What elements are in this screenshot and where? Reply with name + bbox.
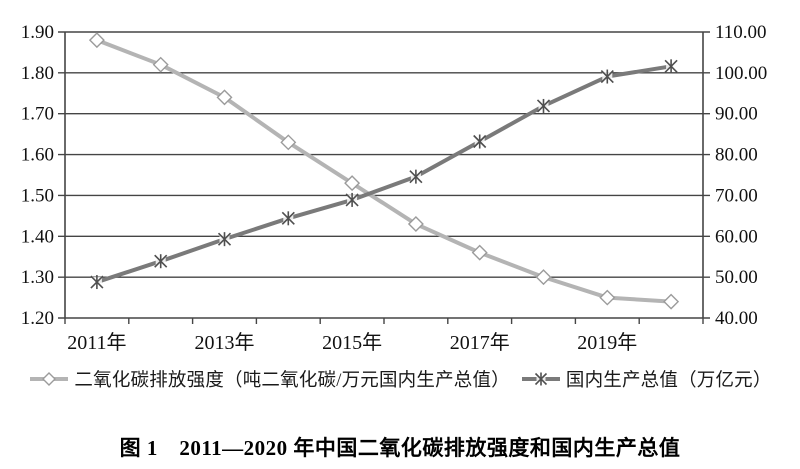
data-point-diamond [216, 89, 233, 106]
left-axis-label: 1.30 [21, 267, 54, 288]
data-point-diamond [407, 216, 424, 233]
figure-caption: 图 1 2011—2020 年中国二氧化碳排放强度和国内生产总值 [119, 436, 681, 460]
x-axis-label: 2011年 [67, 331, 126, 354]
data-point-diamond [152, 56, 169, 73]
left-axis-label: 1.20 [21, 308, 54, 329]
legend-label-co2-intensity: 二氧化碳排放强度（吨二氧化碳/万元国内生产总值） [74, 371, 510, 391]
diamond-line-marker-icon [30, 372, 69, 386]
series-asterisk [90, 59, 678, 290]
right-axis-label: 100.00 [715, 63, 767, 84]
data-point-diamond [599, 289, 616, 306]
right-axis-label: 90.00 [715, 104, 758, 125]
left-axis-label: 1.70 [21, 104, 54, 125]
x-axis-label: 2017年 [450, 331, 510, 354]
data-point-diamond [42, 372, 57, 386]
left-axis-label: 1.40 [21, 226, 54, 247]
data-point-diamond [344, 175, 361, 192]
left-axis-label: 1.50 [21, 185, 54, 206]
legend-label-gdp: 国内生产总值（万亿元） [565, 371, 772, 391]
chart-legend: 二氧化碳排放强度（吨二氧化碳/万元国内生产总值） 国内生产总值（万亿元） [0, 366, 800, 392]
data-point-diamond [280, 134, 297, 151]
series-line [94, 38, 674, 304]
data-point-diamond [88, 32, 105, 49]
right-axis-label: 50.00 [715, 267, 758, 288]
data-point-diamond [663, 293, 680, 310]
data-point-diamond [535, 269, 552, 286]
series-line [94, 64, 674, 285]
right-axis-label: 110.00 [715, 22, 767, 43]
right-axis-label: 70.00 [715, 185, 758, 206]
series-diamond [88, 32, 680, 310]
data-point-diamond [471, 244, 488, 261]
asterisk-line-marker-icon [521, 372, 560, 386]
left-axis-label: 1.80 [21, 63, 54, 84]
left-axis-label: 1.90 [21, 22, 54, 43]
right-axis-label: 40.00 [715, 308, 758, 329]
x-axis-label: 2013年 [195, 331, 255, 354]
right-axis-label: 60.00 [715, 226, 758, 247]
x-axis-label: 2019年 [577, 331, 637, 354]
legend-item-gdp: 国内生产总值（万亿元） [520, 366, 772, 392]
left-axis-label: 1.60 [21, 145, 54, 166]
line-chart: 1.90 1.80 1.70 1.60 1.50 1.40 1.30 1.20 110.00 10… [21, 22, 768, 354]
legend-item-co2-intensity: 二氧化碳排放强度（吨二氧化碳/万元国内生产总值） [28, 366, 510, 392]
right-axis-label: 80.00 [715, 145, 758, 166]
x-axis-label: 2015年 [322, 331, 382, 354]
